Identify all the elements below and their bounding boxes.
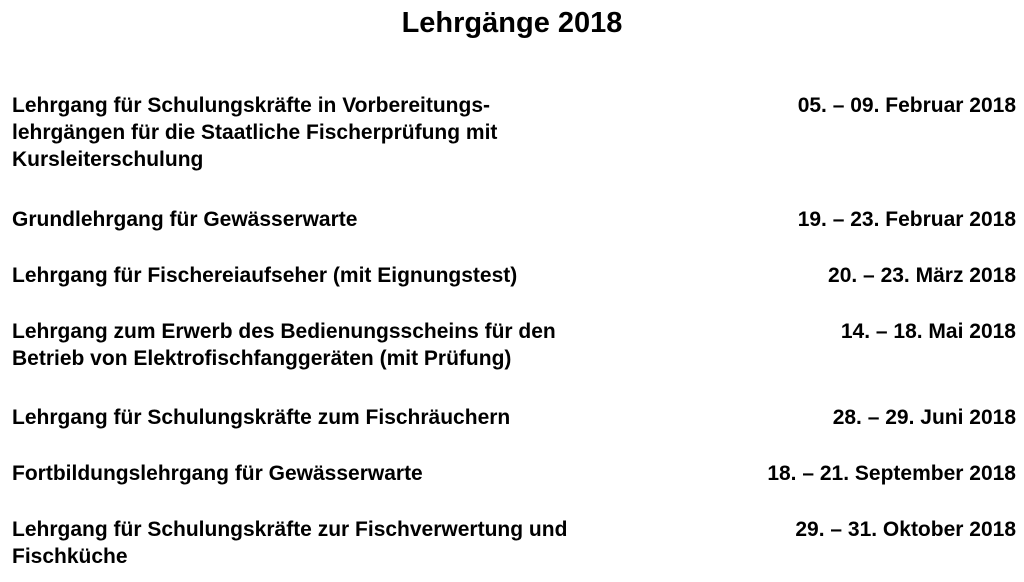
course-name: Lehrgang für Schulungskräfte zum Fischrä… xyxy=(12,404,692,431)
course-name-line: Lehrgang für Schulungskräfte zum Fischrä… xyxy=(12,406,511,429)
course-date: 14. – 18. Mai 2018 xyxy=(840,320,1016,343)
course-date: 29. – 31. Oktober 2018 xyxy=(795,518,1016,541)
course-date: 19. – 23. Februar 2018 xyxy=(797,208,1016,231)
course-name-line: Lehrgang für Fischereiaufseher (mit Eign… xyxy=(12,264,518,287)
course-name: Lehrgang für Schulungskräfte zur Fischve… xyxy=(12,516,692,570)
course-name-line: Kursleiterschulung xyxy=(12,148,204,171)
course-name-line: Lehrgang für Schulungskräfte in Vorberei… xyxy=(12,94,490,117)
course-name: Lehrgang für Fischereiaufseher (mit Eign… xyxy=(12,262,692,289)
course-date: 18. – 21. September 2018 xyxy=(767,462,1016,485)
course-name-line: Fortbildungslehrgang für Gewässerwarte xyxy=(12,462,423,485)
course-date: 28. – 29. Juni 2018 xyxy=(832,406,1016,429)
course-name-line: lehrgängen für die Staatliche Fischerprü… xyxy=(12,121,498,144)
course-name: Lehrgang zum Erwerb des Bedienungsschein… xyxy=(12,318,692,372)
course-name-line: Lehrgang für Schulungskräfte zur Fischve… xyxy=(12,518,568,541)
course-name: Lehrgang für Schulungskräfte in Vorberei… xyxy=(12,92,692,173)
course-name-line: Grundlehrgang für Gewässerwarte xyxy=(12,208,358,231)
course-date: 20. – 23. März 2018 xyxy=(828,264,1016,287)
course-date: 05. – 09. Februar 2018 xyxy=(797,94,1016,117)
course-name-line: Lehrgang zum Erwerb des Bedienungsschein… xyxy=(12,320,556,343)
page-title: Lehrgänge 2018 xyxy=(401,7,623,39)
course-name: Fortbildungslehrgang für Gewässerwarte xyxy=(12,460,692,487)
course-name: Grundlehrgang für Gewässerwarte xyxy=(12,206,692,233)
course-name-line: Fischküche xyxy=(12,545,128,568)
course-name-line: Betrieb von Elektrofischfanggeräten (mit… xyxy=(12,347,512,370)
